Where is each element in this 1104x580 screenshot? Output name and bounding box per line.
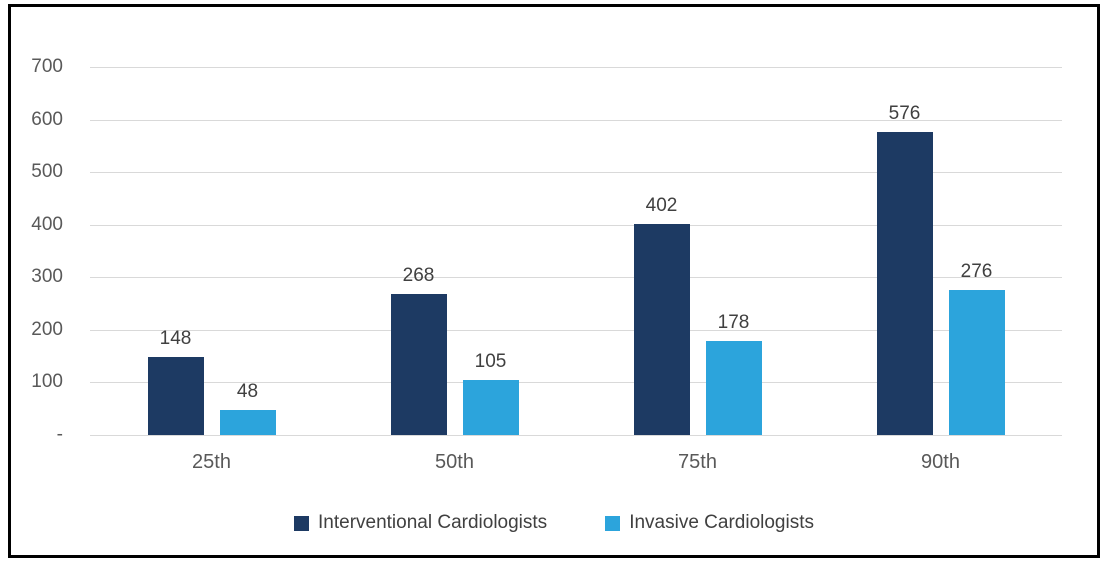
x-category-label-90th: 90th: [921, 451, 960, 473]
legend-label-invasive: Invasive Cardiologists: [629, 512, 814, 533]
y-tick-label-300: 300: [31, 266, 63, 288]
x-axis: 25th 50th 75th 90th: [90, 443, 1062, 473]
gridline-0: [90, 435, 1062, 436]
chart-frame: 700 600 500 400 300 200 100 - 148 48 268 105 402 178…: [8, 4, 1100, 558]
legend-item-interventional: Interventional Cardiologists: [294, 512, 547, 534]
data-label-50th-series0: 268: [402, 265, 435, 287]
gridline-600: [90, 119, 1062, 121]
bar-50th-series0: [390, 294, 447, 435]
gridline-300: [90, 277, 1062, 279]
gridline-500: [90, 172, 1062, 174]
gridline-700: [90, 67, 1062, 68]
data-label-25th-series1: 48: [236, 380, 259, 402]
bar-75th-series0: [633, 223, 690, 435]
bar-90th-series0: [876, 132, 933, 435]
data-label-25th-series0: 148: [159, 328, 192, 350]
data-label-90th-series1: 276: [960, 260, 993, 282]
bar-25th-series1: [219, 409, 276, 435]
bar-25th-series0: [147, 357, 204, 435]
legend-swatch-invasive: [605, 515, 621, 531]
y-tick-label-500: 500: [31, 161, 63, 183]
bar-50th-series1: [462, 379, 519, 435]
plot-area: 148 48 268 105 402 178 576 276: [90, 67, 1062, 436]
bar-75th-series1: [705, 341, 762, 435]
x-category-label-75th: 75th: [678, 451, 717, 473]
gridline-400: [90, 224, 1062, 226]
gridline-100: [90, 382, 1062, 384]
data-label-50th-series1: 105: [474, 350, 507, 372]
y-tick-label-700: 700: [31, 56, 63, 77]
legend-item-invasive: Invasive Cardiologists: [605, 512, 814, 534]
y-tick-label-200: 200: [31, 318, 63, 340]
y-tick-label-100: 100: [31, 371, 63, 393]
x-category-label-50th: 50th: [435, 451, 474, 473]
y-tick-label-600: 600: [31, 108, 63, 130]
data-label-90th-series0: 576: [888, 103, 921, 125]
legend-label-interventional: Interventional Cardiologists: [318, 512, 548, 533]
bar-90th-series1: [948, 289, 1005, 435]
legend: Interventional Cardiologists Invasive Ca…: [11, 512, 1097, 534]
y-tick-label-400: 400: [31, 213, 63, 235]
y-tick-label-0: -: [56, 424, 63, 445]
data-label-75th-series0: 402: [645, 194, 678, 216]
data-label-75th-series1: 178: [717, 312, 750, 334]
x-category-label-25th: 25th: [192, 451, 231, 473]
gridline-200: [90, 329, 1062, 331]
y-axis: 700 600 500 400 300 200 100 -: [11, 56, 63, 445]
legend-swatch-interventional: [294, 515, 309, 531]
